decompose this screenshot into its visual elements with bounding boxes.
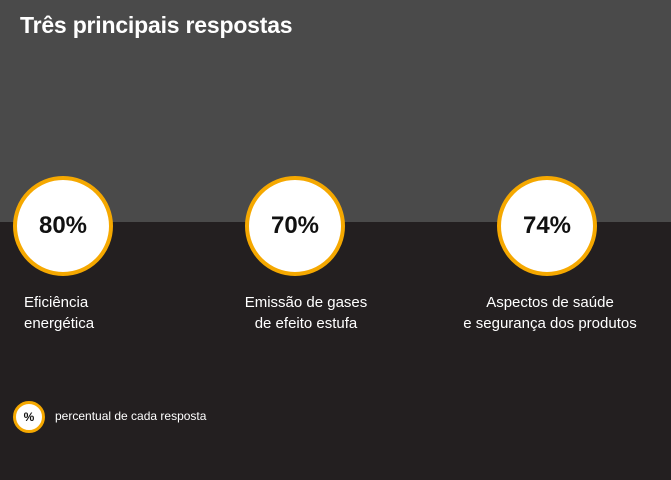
stat-value-2: 70% [270,212,320,239]
stat-ring-1: 80% [13,176,113,276]
stat-ring-2: 70% [245,176,345,276]
stat-label-2: Emissão de gases de efeito estufa [244,294,368,332]
chart-title: Três principais respostas [20,12,293,38]
stat-value-3: 74% [522,212,572,239]
stat-label-1: Eficiência energética [24,294,95,332]
legend-symbol: % [13,401,45,433]
stat-label-3: Aspectos de saúde e segurança dos produt… [463,294,637,332]
stat-ring-3: 74% [497,176,597,276]
legend-text: percentual de cada resposta [55,409,207,423]
legend-symbol-text: % [23,410,35,424]
stat-value-1: 80% [38,212,88,239]
